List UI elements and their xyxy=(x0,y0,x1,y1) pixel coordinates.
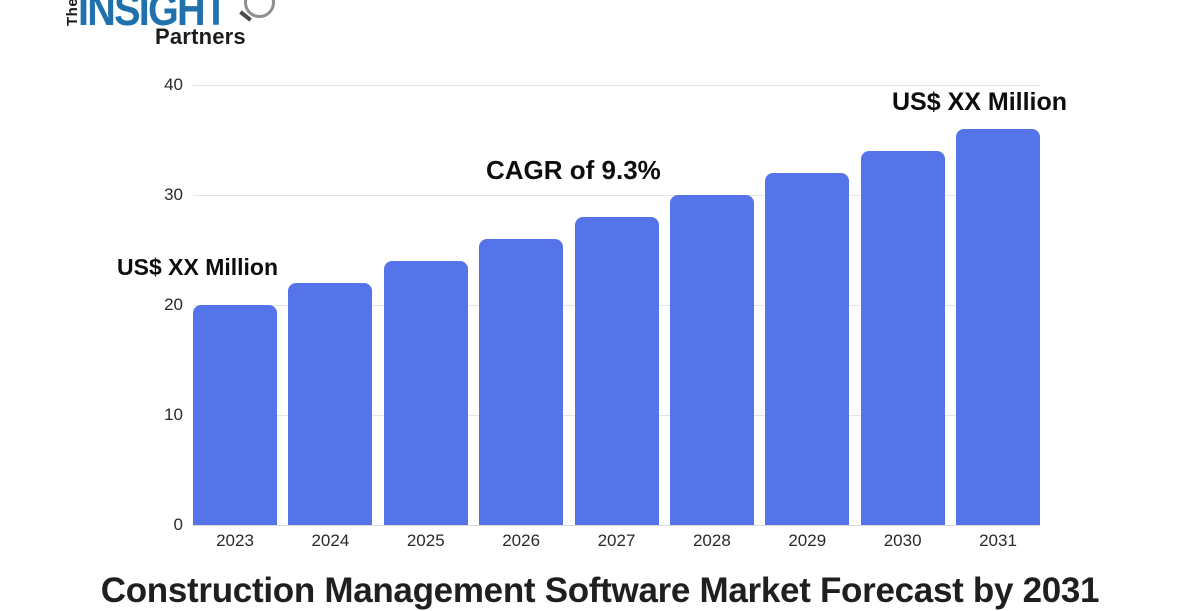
bar-series xyxy=(193,85,1040,525)
x-tick-2025: 2025 xyxy=(406,531,445,550)
insight-partners-logo: The INSIGHT Partners xyxy=(58,0,298,56)
bar-2023 xyxy=(193,305,277,525)
bar-2029 xyxy=(765,173,850,525)
magnifier-icon xyxy=(244,0,275,18)
y-tick-30: 30 xyxy=(164,185,183,204)
x-tick-2030: 2030 xyxy=(883,531,922,550)
x-tick-2024: 2024 xyxy=(311,531,350,550)
logo-insight-text: INSIGHT xyxy=(78,0,228,35)
x-axis-labels: 2023 2024 2025 2026 2027 2028 2029 2030 2031 xyxy=(193,531,1040,551)
y-tick-20: 20 xyxy=(164,295,183,314)
bar-2025 xyxy=(383,261,468,525)
bar-2027 xyxy=(574,217,659,525)
annotation-2023-value: US$ XX Million xyxy=(117,254,279,280)
annotation-cagr: CAGR of 9.3% xyxy=(486,155,661,185)
annotation-2031-value: US$ XX Million xyxy=(892,88,1068,116)
x-tick-2023: 2023 xyxy=(216,531,254,550)
gridline-30 xyxy=(193,195,1040,196)
logo-partners-text: Partners xyxy=(155,24,246,49)
gridline-40 xyxy=(193,85,1040,86)
chart-title: Construction Management Software Market … xyxy=(100,571,1100,610)
y-tick-10: 10 xyxy=(164,405,183,424)
x-tick-2027: 2027 xyxy=(597,531,636,550)
bar-2026 xyxy=(479,239,564,525)
x-tick-2026: 2026 xyxy=(502,531,541,550)
y-tick-0: 0 xyxy=(173,515,183,534)
bar-2028 xyxy=(669,195,754,525)
x-tick-2031: 2031 xyxy=(979,531,1017,550)
plot-area xyxy=(193,85,1040,526)
y-tick-40: 40 xyxy=(164,75,183,94)
bar-2024 xyxy=(288,283,373,525)
bar-2031 xyxy=(956,129,1040,525)
x-tick-2028: 2028 xyxy=(692,531,731,550)
bar-2030 xyxy=(860,151,945,525)
x-tick-2029: 2029 xyxy=(788,531,827,550)
